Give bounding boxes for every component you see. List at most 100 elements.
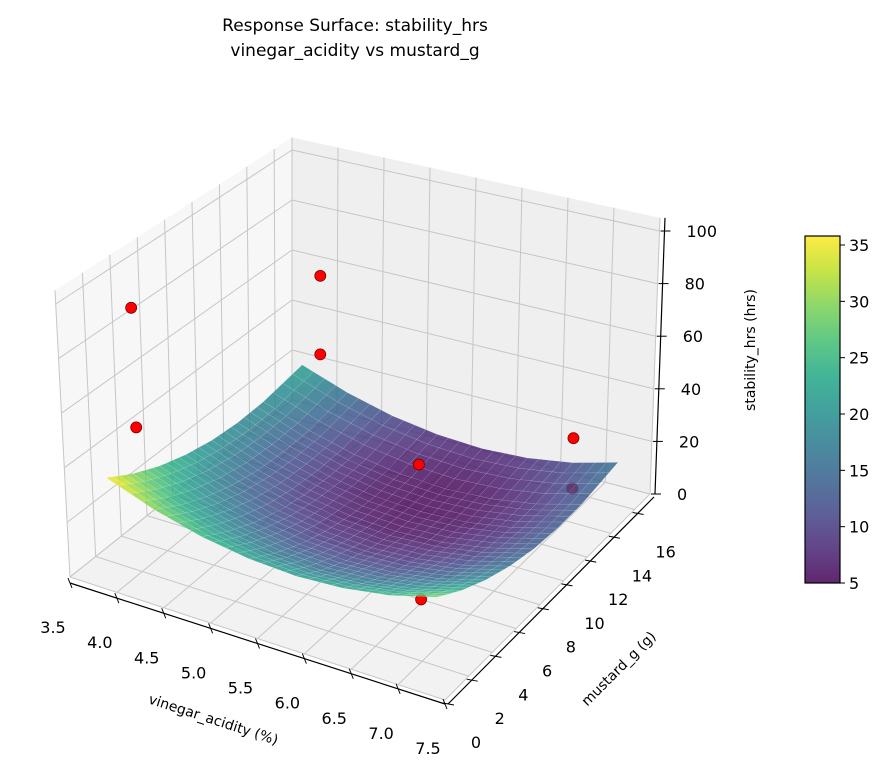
z-tick-label: 20: [679, 432, 699, 451]
floor-gridline-x: [444, 493, 651, 701]
left-gridline-y: [273, 148, 276, 414]
colorbar-tick-label: 20: [849, 405, 869, 424]
left-gridline-y: [136, 237, 148, 516]
x-axis-label: vinegar_acidity (%): [146, 692, 280, 749]
back-gridline-x: [649, 217, 661, 495]
left-gridline-z: [66, 349, 293, 523]
data-point: [314, 269, 327, 282]
back-gridline-x: [515, 187, 523, 459]
y-tick-label: 14: [632, 566, 652, 585]
back-gridline-x: [560, 197, 569, 471]
colorbar-tick-label: 5: [849, 574, 859, 593]
y-tick: [561, 583, 573, 587]
y-tick-label: 8: [566, 638, 576, 657]
y-tick-label: 2: [495, 709, 505, 728]
chart-title: Response Surface: stability_hrs: [222, 16, 488, 36]
left-gridline-z: [58, 199, 293, 360]
x-tick-label: 3.5: [40, 618, 65, 637]
y-tick: [514, 631, 526, 635]
surface-patch: [437, 591, 456, 595]
colorbar-tick-label: 35: [849, 236, 869, 255]
floor-gridline-y: [69, 576, 446, 701]
left-gridline-y: [218, 184, 225, 455]
left-gridline-y: [246, 166, 251, 434]
colorbar-tick-label: 10: [849, 518, 869, 537]
y-tick: [442, 702, 455, 706]
y-tick-label: 12: [608, 590, 628, 609]
left-gridline-y: [164, 219, 174, 496]
x-tick: [255, 638, 260, 649]
y-tick-label: 10: [584, 614, 604, 633]
x-tick: [67, 577, 73, 589]
back-gridline-z: [291, 349, 653, 442]
left-gridline-y: [191, 201, 199, 475]
data-point: [413, 458, 425, 471]
y-tick: [632, 511, 644, 515]
surface-patch: [491, 565, 511, 570]
back-gridline-z: [291, 149, 660, 232]
x-tick-label: 6.5: [322, 709, 347, 728]
y-tick: [466, 678, 478, 682]
surface-patch: [503, 557, 523, 563]
colorbar-tick-label: 15: [849, 461, 869, 480]
left-gridline-y: [109, 254, 122, 537]
response-surface: [105, 364, 619, 598]
surface-patch: [557, 509, 577, 517]
colorbar-gradient: [805, 236, 840, 583]
surface-patch: [449, 587, 468, 591]
surface-patch: [424, 594, 443, 598]
back-gridline-z: [291, 199, 658, 285]
scatter-points-above-surface: [125, 269, 580, 471]
chart-subtitle: vinegar_acidity vs mustard_g: [230, 41, 479, 61]
y-tick: [490, 654, 502, 658]
back-gridline-x: [336, 147, 339, 412]
surface-patch: [455, 584, 474, 589]
z-tick-label: 60: [683, 327, 703, 346]
floor-gridline-x: [397, 481, 606, 685]
surface-patch: [527, 538, 547, 544]
y-axis-label: mustard_g (g): [579, 629, 660, 710]
x-tick: [395, 683, 401, 695]
floor-gridline-y: [121, 535, 493, 653]
x-tick-label: 4.5: [134, 648, 159, 667]
z-tick-label: 40: [681, 380, 701, 399]
y-tick-label: 4: [518, 685, 528, 704]
x-tick-label: 7.5: [415, 739, 440, 758]
left-pane: [54, 137, 292, 577]
z-axis-line: [654, 217, 666, 495]
x-tick: [161, 608, 167, 619]
x-tick-label: 7.0: [368, 724, 393, 743]
left-gridline-z: [61, 249, 293, 414]
x-tick-label: 5.5: [228, 679, 253, 698]
left-gridline-y: [54, 290, 71, 578]
x-tick: [442, 698, 448, 710]
left-gridline-z: [55, 149, 293, 305]
back-gridline-z: [291, 249, 656, 337]
floor-gridline-y: [95, 556, 469, 677]
y-tick-label: 0: [471, 733, 481, 752]
back-gridline-x: [381, 157, 385, 424]
z-tick-label: 100: [687, 222, 718, 241]
left-gridline-z: [63, 299, 293, 469]
x-tick-label: 5.0: [181, 663, 206, 682]
y-tick: [608, 535, 620, 539]
colorbar: 5 10 15 20 25 30 35: [804, 235, 869, 593]
surface-patch: [539, 527, 559, 534]
colorbar-tick-label: 25: [849, 349, 869, 368]
y-axis-line: [447, 496, 655, 705]
back-gridline-z: [291, 299, 654, 390]
left-gridline-y: [81, 272, 97, 557]
y-tick: [537, 607, 549, 611]
z-tick-label: 0: [677, 485, 687, 504]
x-tick-label: 4.0: [87, 633, 112, 652]
data-point: [567, 432, 580, 445]
surface-patch: [515, 548, 535, 554]
x-tick: [208, 623, 214, 634]
y-tick-label: 6: [542, 662, 552, 681]
data-point: [314, 348, 327, 361]
x-tick: [301, 653, 307, 664]
z-tick-label: 80: [685, 275, 705, 294]
back-gridline-x: [470, 177, 477, 448]
